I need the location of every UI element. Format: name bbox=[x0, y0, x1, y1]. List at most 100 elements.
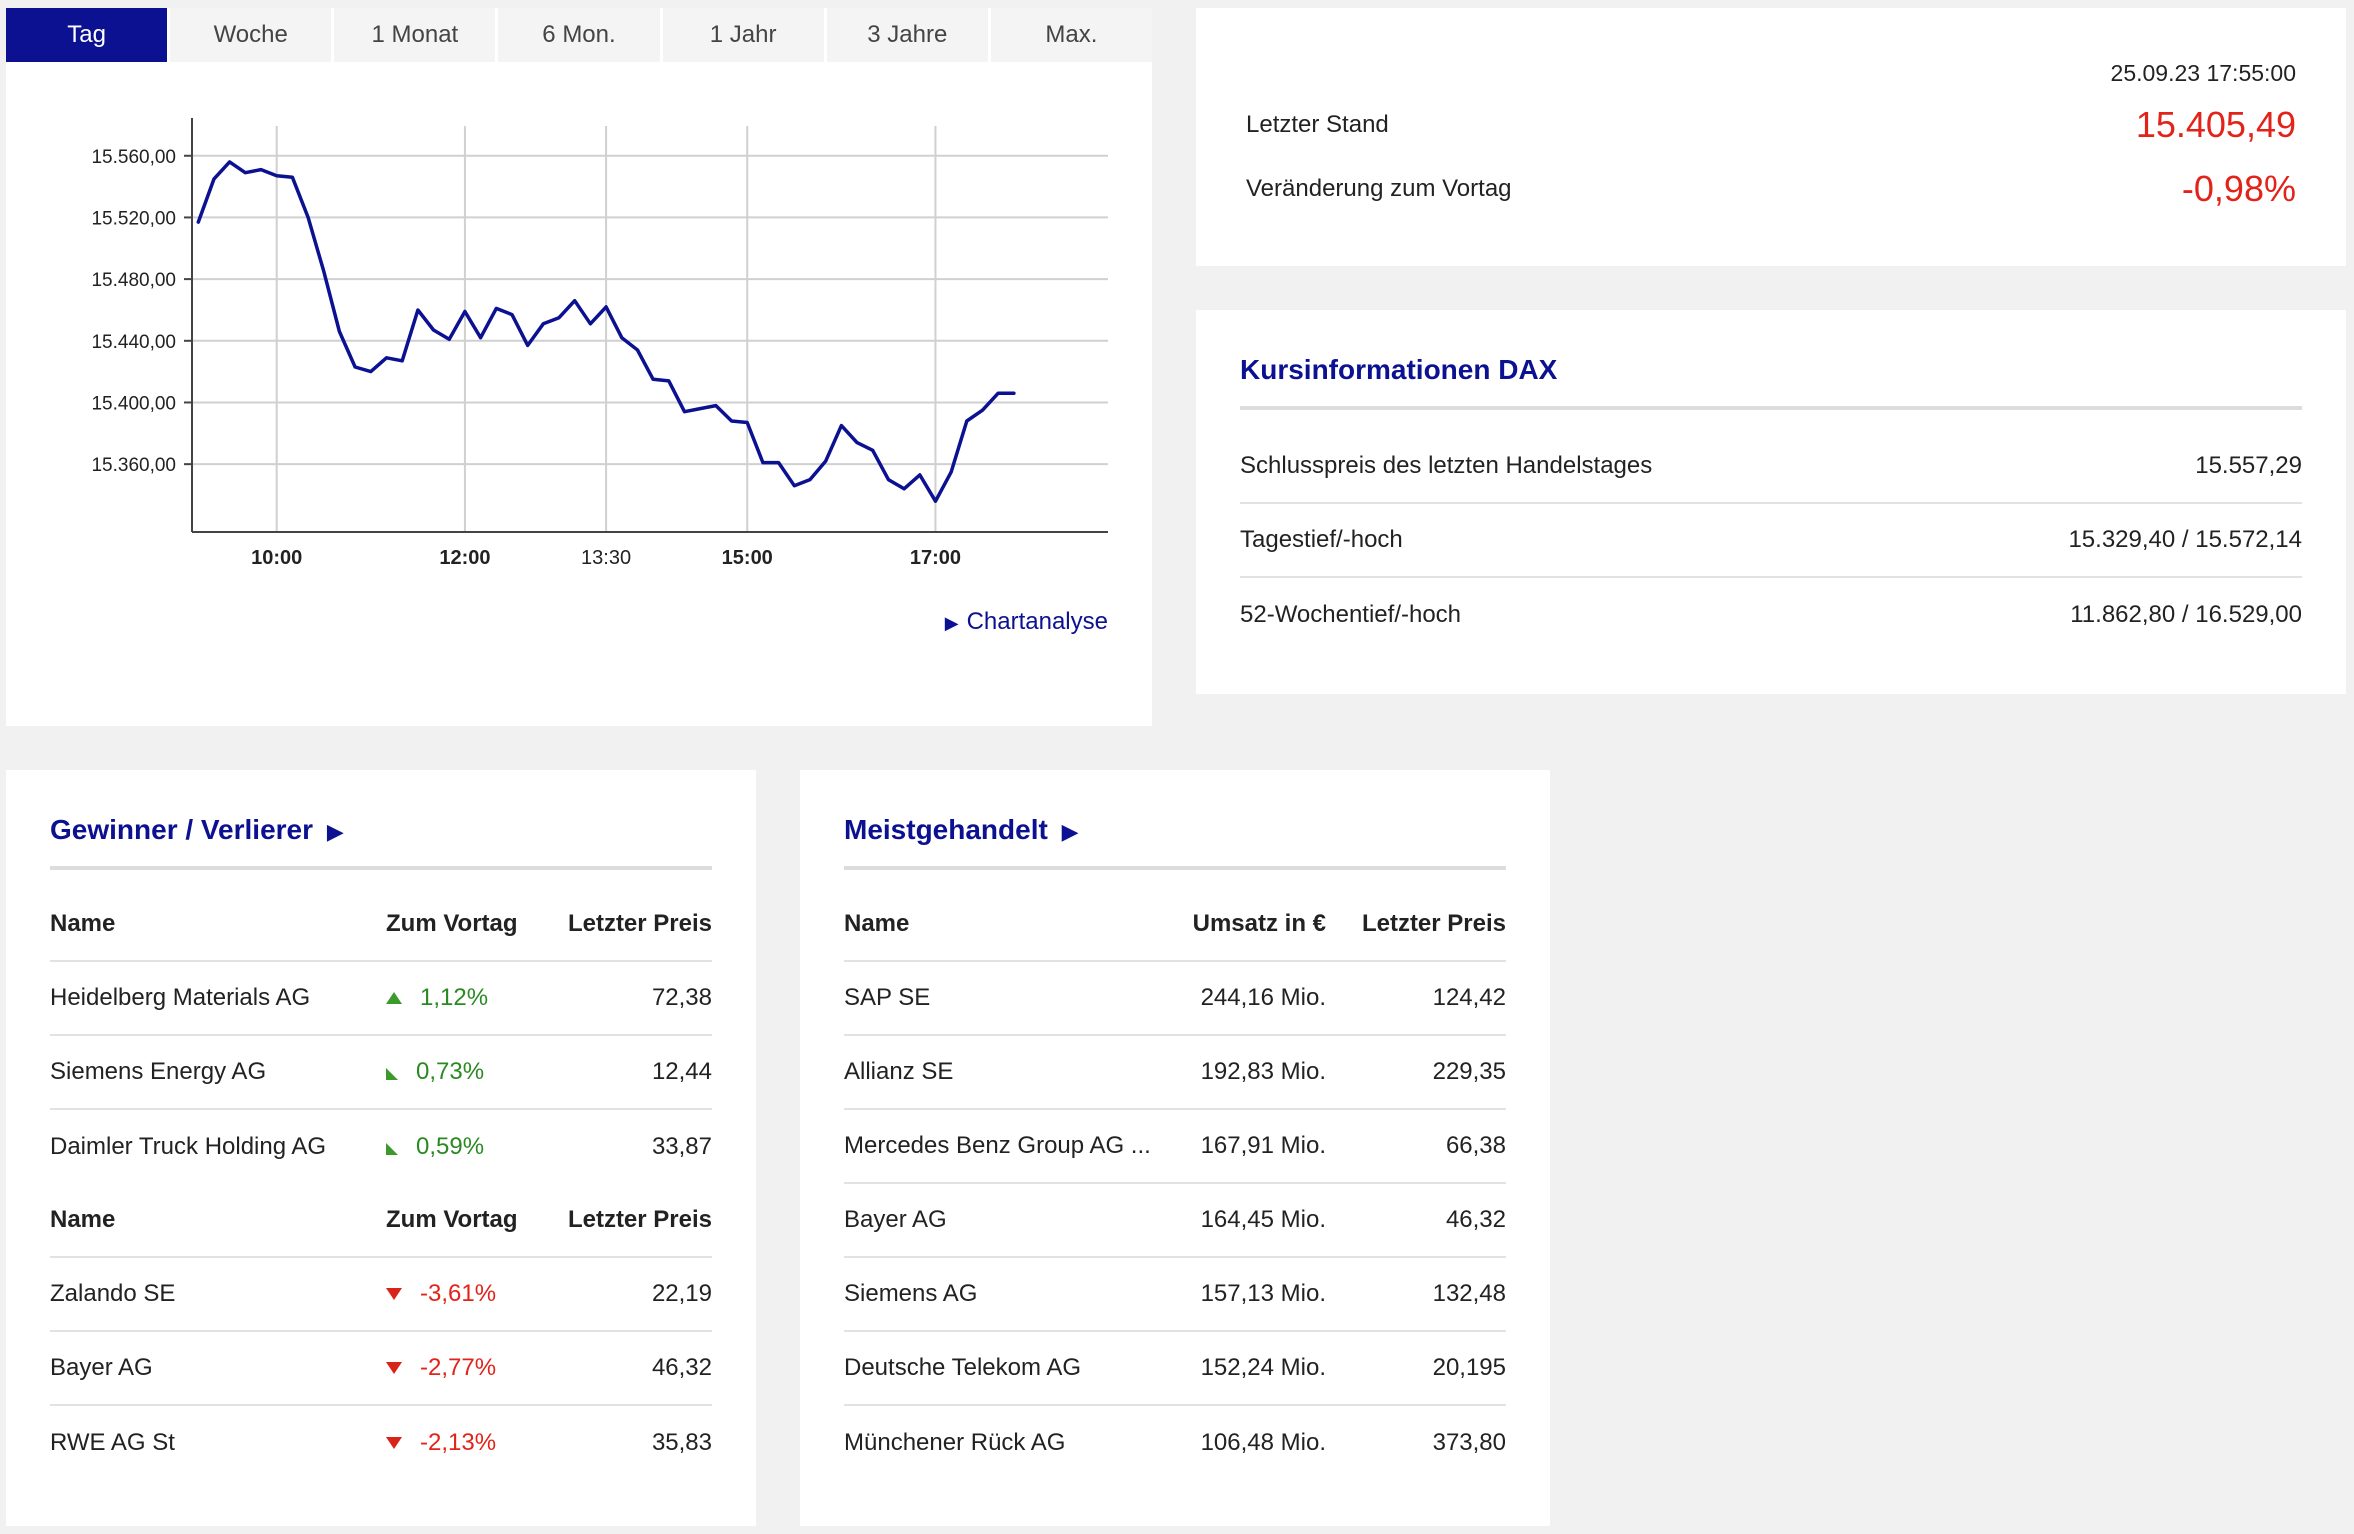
intraday-chart[interactable]: 15.560,00 15.520,00 15.480,00 15.440,00 15.4… bbox=[6, 62, 1152, 582]
col-change: Zum Vortag bbox=[386, 910, 518, 937]
price-value: 373,80 bbox=[1432, 1429, 1506, 1456]
price-value: 66,38 bbox=[1445, 1132, 1506, 1159]
stock-name[interactable]: Allianz SE bbox=[844, 1058, 954, 1085]
stock-name[interactable]: Bayer AG bbox=[50, 1354, 153, 1381]
change-value: 1,12% bbox=[420, 984, 489, 1011]
x-tick-label: 10:00 bbox=[251, 547, 302, 569]
info-label: Tagestief/-hoch bbox=[1240, 526, 1403, 553]
stock-name[interactable]: Deutsche Telekom AG bbox=[844, 1354, 1082, 1381]
info-label: Schlusspreis des letzten Handelstages bbox=[1240, 452, 1653, 479]
tab-1-monat[interactable]: 1 Monat bbox=[334, 8, 496, 62]
col-change: Zum Vortag bbox=[386, 1206, 518, 1233]
col-price: Letzter Preis bbox=[1361, 910, 1506, 937]
stock-name[interactable]: Heidelberg Materials AG bbox=[50, 984, 311, 1011]
price-value: 35,83 bbox=[651, 1429, 712, 1456]
change-cell: 0,59% bbox=[386, 1133, 536, 1161]
table-row[interactable]: RWE AG St -2,13% 35,83 bbox=[50, 1406, 712, 1480]
play-triangle-icon: ▶ bbox=[326, 819, 344, 844]
info-value: 15.557,29 bbox=[2195, 452, 2302, 479]
change-cell: -2,77% bbox=[386, 1354, 536, 1382]
table-row[interactable]: Deutsche Telekom AG 152,24 Mio. 20,195 bbox=[844, 1332, 1506, 1406]
stock-name[interactable]: Zalando SE bbox=[50, 1280, 176, 1307]
gainers-losers-title: Gewinner / Verlierer bbox=[50, 814, 314, 845]
x-tick-label: 12:00 bbox=[439, 547, 490, 569]
gainers-losers-title-link[interactable]: Gewinner / Verlierer ▶ bbox=[50, 814, 344, 846]
title-divider bbox=[844, 866, 1506, 870]
title-divider bbox=[1240, 406, 2302, 410]
table-row[interactable]: Allianz SE 192,83 Mio. 229,35 bbox=[844, 1036, 1506, 1110]
col-name: Name bbox=[50, 910, 116, 937]
stock-name[interactable]: Münchener Rück AG bbox=[844, 1429, 1066, 1456]
gainers-losers-table: Name Zum Vortag Letzter Preis Heidelberg… bbox=[50, 888, 712, 1480]
y-axis-ticks: 15.560,00 15.520,00 15.480,00 15.440,00 15.4… bbox=[91, 147, 192, 476]
price-value: 132,48 bbox=[1432, 1280, 1506, 1307]
table-row[interactable]: Heidelberg Materials AG 1,12% 72,38 bbox=[50, 962, 712, 1036]
y-tick-label: 15.400,00 bbox=[91, 393, 176, 414]
change-value: 0,59% bbox=[416, 1133, 485, 1160]
change-value: -2,13% bbox=[420, 1429, 497, 1456]
table-row[interactable]: Siemens Energy AG 0,73% 12,44 bbox=[50, 1036, 712, 1110]
price-value: 46,32 bbox=[651, 1354, 712, 1381]
stock-name[interactable]: RWE AG St bbox=[50, 1429, 175, 1456]
most-traded-panel: Meistgehandelt ▶ Name Umsatz in € Letzte… bbox=[800, 770, 1550, 1526]
turnover-value: 106,48 Mio. bbox=[1200, 1429, 1326, 1456]
play-triangle-icon: ▶ bbox=[944, 613, 959, 633]
tab-tag[interactable]: Tag bbox=[6, 8, 168, 62]
table-header: Name Zum Vortag Letzter Preis bbox=[50, 1184, 712, 1258]
change-row: Veränderung zum Vortag -0,98% bbox=[1246, 168, 2296, 210]
price-value: 22,19 bbox=[651, 1280, 712, 1307]
table-row[interactable]: Bayer AG -2,77% 46,32 bbox=[50, 1332, 712, 1406]
tab-3-jahre[interactable]: 3 Jahre bbox=[826, 8, 988, 62]
table-row[interactable]: Siemens AG 157,13 Mio. 132,48 bbox=[844, 1258, 1506, 1332]
table-row[interactable]: Zalando SE -3,61% 22,19 bbox=[50, 1258, 712, 1332]
change-cell: -2,13% bbox=[386, 1429, 536, 1457]
gainers-losers-panel: Gewinner / Verlierer ▶ Name Zum Vortag L… bbox=[6, 770, 756, 1526]
stock-name[interactable]: Daimler Truck Holding AG bbox=[50, 1133, 327, 1160]
arrow-up-icon bbox=[386, 992, 402, 1004]
arrow-up-right-icon bbox=[386, 1068, 398, 1080]
chartanalyse-link[interactable]: ▶ Chartanalyse bbox=[945, 608, 1108, 636]
x-tick-label: 17:00 bbox=[910, 547, 961, 569]
most-traded-title-link[interactable]: Meistgehandelt ▶ bbox=[844, 814, 1079, 846]
table-row[interactable]: Münchener Rück AG 106,48 Mio. 373,80 bbox=[844, 1406, 1506, 1480]
info-label: 52-Wochentief/-hoch bbox=[1240, 601, 1462, 628]
change-value: -2,77% bbox=[420, 1354, 497, 1381]
change-value: -0,98% bbox=[2181, 168, 2296, 209]
turnover-value: 152,24 Mio. bbox=[1200, 1354, 1326, 1381]
col-turnover: Umsatz in € bbox=[1192, 910, 1326, 937]
price-value: 124,42 bbox=[1432, 984, 1506, 1011]
stock-name[interactable]: Siemens Energy AG bbox=[50, 1058, 267, 1085]
tab-1-jahr[interactable]: 1 Jahr bbox=[662, 8, 824, 62]
price-value: 46,32 bbox=[1445, 1206, 1506, 1233]
stock-name[interactable]: Mercedes Benz Group AG ... bbox=[844, 1132, 1151, 1159]
table-row[interactable]: Mercedes Benz Group AG ... 167,91 Mio. 6… bbox=[844, 1110, 1506, 1184]
info-value: 11.862,80 / 16.529,00 bbox=[2070, 601, 2302, 628]
price-series bbox=[196, 160, 1016, 503]
play-triangle-icon: ▶ bbox=[1061, 819, 1079, 844]
price-info-panel: Kursinformationen DAX Schlusspreis des l… bbox=[1196, 310, 2346, 694]
turnover-value: 167,91 Mio. bbox=[1200, 1132, 1326, 1159]
stock-name[interactable]: Siemens AG bbox=[844, 1280, 978, 1307]
change-label: Veränderung zum Vortag bbox=[1246, 175, 1512, 202]
most-traded-table: Name Umsatz in € Letzter Preis SAP SE 24… bbox=[844, 888, 1506, 1480]
chart-axes bbox=[191, 118, 1108, 533]
arrow-down-icon bbox=[386, 1437, 402, 1449]
quote-timestamp: 25.09.23 17:55:00 bbox=[2110, 60, 2296, 86]
table-row[interactable]: SAP SE 244,16 Mio. 124,42 bbox=[844, 962, 1506, 1036]
tab-6-mon[interactable]: 6 Mon. bbox=[498, 8, 660, 62]
table-row[interactable]: Bayer AG 164,45 Mio. 46,32 bbox=[844, 1184, 1506, 1258]
chart-grid bbox=[192, 126, 1108, 532]
col-name: Name bbox=[844, 910, 910, 937]
last-price-value: 15.405,49 bbox=[2135, 104, 2296, 145]
tab-woche[interactable]: Woche bbox=[170, 8, 332, 62]
x-axis-ticks: 10:00 12:00 13:30 15:00 17:00 bbox=[251, 547, 961, 569]
y-tick-label: 15.360,00 bbox=[91, 455, 176, 476]
price-value: 12,44 bbox=[651, 1058, 712, 1085]
price-value: 33,87 bbox=[651, 1133, 712, 1160]
stock-name[interactable]: SAP SE bbox=[844, 984, 931, 1011]
col-name: Name bbox=[50, 1206, 116, 1233]
turnover-value: 244,16 Mio. bbox=[1200, 984, 1326, 1011]
table-row[interactable]: Daimler Truck Holding AG 0,59% 33,87 bbox=[50, 1110, 712, 1184]
stock-name[interactable]: Bayer AG bbox=[844, 1206, 947, 1233]
tab-max[interactable]: Max. bbox=[990, 8, 1152, 62]
